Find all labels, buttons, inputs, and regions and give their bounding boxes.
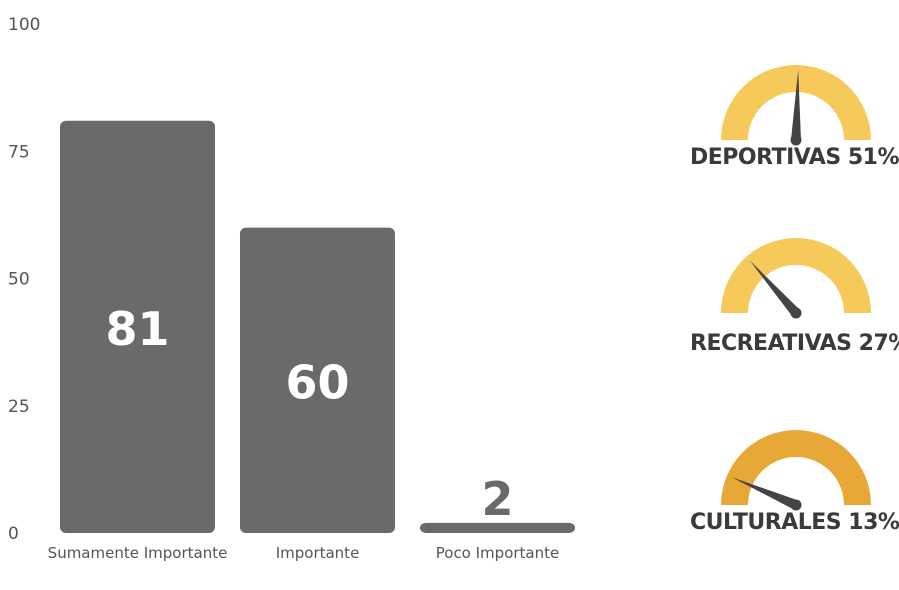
gauge-svg bbox=[721, 238, 871, 319]
bar-data-label: 60 bbox=[285, 355, 349, 409]
gauge-hub bbox=[790, 134, 802, 146]
gauge-hub bbox=[790, 499, 802, 511]
y-tick-label: 50 bbox=[8, 270, 30, 290]
bar bbox=[240, 227, 395, 533]
bar-data-label: 81 bbox=[105, 302, 169, 356]
y-tick-label: 100 bbox=[8, 15, 40, 35]
gauge-arc bbox=[721, 430, 871, 505]
gauge-needle bbox=[791, 70, 801, 141]
gauge-svg bbox=[721, 65, 871, 146]
y-tick-label: 25 bbox=[8, 397, 30, 417]
gauge-arc bbox=[721, 65, 871, 140]
gauge-deportivas: DEPORTIVAS 51% bbox=[690, 45, 899, 225]
gauge-label: RECREATIVAS 27% bbox=[690, 331, 899, 356]
gauge-arc bbox=[721, 238, 871, 313]
gauge-recreativas: RECREATIVAS 27% bbox=[690, 218, 899, 398]
x-category-label: Sumamente Importante bbox=[48, 544, 228, 562]
bar bbox=[60, 120, 215, 534]
bar-data-label: 2 bbox=[481, 472, 513, 526]
x-category-label: Poco Importante bbox=[436, 544, 559, 562]
gauge-needle bbox=[749, 260, 800, 317]
x-category-label: Importante bbox=[276, 544, 360, 562]
y-tick-label: 0 bbox=[8, 524, 19, 544]
gauge-label: CULTURALES 13% bbox=[690, 510, 899, 535]
gauge-needle bbox=[731, 477, 798, 510]
bar-chart: 0 25 50 75 100 81 Sumamente Importante 60 Import… bbox=[8, 15, 575, 562]
y-tick-label: 75 bbox=[8, 142, 30, 162]
gauge-label: DEPORTIVAS 51% bbox=[690, 145, 899, 170]
bar bbox=[420, 522, 575, 533]
gauge-culturales: CULTURALES 13% bbox=[690, 410, 899, 590]
gauge-hub bbox=[790, 307, 802, 319]
gauge-svg bbox=[721, 430, 871, 511]
